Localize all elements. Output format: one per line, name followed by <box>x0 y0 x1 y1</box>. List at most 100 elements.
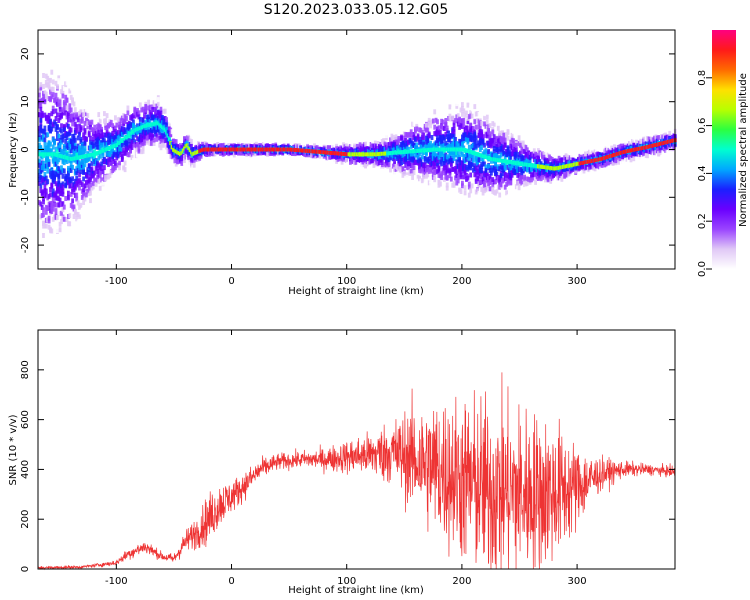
spectrogram-cell <box>107 133 110 139</box>
spectrogram-cell <box>43 43 47 48</box>
spectrogram-cell <box>420 144 424 150</box>
spectrogram-cell <box>73 145 77 151</box>
spectrogram-cell <box>98 118 102 124</box>
spectrogram-ridge-cell <box>492 157 496 162</box>
spectrogram-cell <box>43 142 47 148</box>
spectrogram-cell <box>386 123 390 129</box>
spectrogram-cell <box>42 207 45 213</box>
spectrogram-cell <box>404 162 408 168</box>
spectrogram-cell <box>423 158 427 164</box>
spectrogram-cell <box>539 161 543 167</box>
spectrogram-cell <box>409 163 413 168</box>
spectrogram-cell <box>430 111 434 117</box>
spectrogram-cell <box>310 153 314 159</box>
spectrogram-cell <box>51 156 55 162</box>
spectrogram-cell <box>72 112 76 118</box>
spectrogram-cell <box>61 181 65 187</box>
spectrogram-cell <box>132 119 135 125</box>
spectrogram-cell <box>85 192 88 198</box>
spectrogram-cell <box>167 122 171 128</box>
spectrogram-cell <box>80 115 84 121</box>
spectrogram-cell <box>56 125 59 131</box>
spectrogram-cell <box>398 158 402 164</box>
spectrogram-cell <box>469 172 473 178</box>
spectrogram-cell <box>333 142 337 148</box>
spectrogram-cell <box>39 124 43 130</box>
spectrogram-cell <box>148 119 152 125</box>
spectrogram-cell <box>138 95 142 101</box>
spectrogram-cell <box>134 132 138 138</box>
spectrogram-cell <box>492 121 496 127</box>
spectrogram-cell <box>509 180 513 186</box>
spectrogram-cell <box>339 145 343 151</box>
spectrogram-cell <box>362 144 366 150</box>
spectrogram-cell <box>104 202 108 208</box>
spectrogram-cell <box>358 135 362 141</box>
spectrogram-cell <box>150 140 153 146</box>
spectrogram-cell <box>130 145 134 150</box>
spectrogram-cell <box>412 165 416 171</box>
spectrogram-cell <box>433 141 437 147</box>
spectrogram-cell <box>358 142 362 148</box>
spectrogram-cell <box>448 116 452 122</box>
spectrogram-cell <box>519 142 522 148</box>
spectrogram-cell <box>568 160 572 166</box>
spectrogram-cell <box>137 161 141 167</box>
spectrogram-cell <box>474 178 478 184</box>
spectrogram-ridge-cell <box>351 152 355 157</box>
spectrogram-cell <box>568 176 572 182</box>
spectrogram-cell <box>509 175 513 181</box>
spectrogram-cell <box>456 141 460 147</box>
spectrogram-cell <box>386 160 390 166</box>
spectrogram-cell <box>116 153 120 159</box>
spectrogram-cell <box>501 198 504 204</box>
spectrogram-cell <box>43 171 47 177</box>
spectrogram-cell <box>328 145 332 151</box>
spectrogram-cell <box>304 152 308 158</box>
spectrogram-ridge-cell <box>404 149 408 154</box>
spectrogram-cell <box>371 139 374 145</box>
spectrogram-cell <box>461 141 464 147</box>
spectrogram-cell <box>250 151 254 157</box>
spectrogram-cell <box>484 164 488 170</box>
spectrogram-ridge-cell <box>362 152 366 157</box>
spectrogram-cell <box>433 159 437 165</box>
spectrogram-cell <box>498 155 502 161</box>
spectrogram-cell <box>407 179 410 185</box>
spectrogram-cell <box>49 89 52 95</box>
spectrogram-cell <box>87 163 91 169</box>
spectrogram-cell <box>451 141 455 147</box>
spectrogram-cell <box>429 123 432 129</box>
spectrogram-cell <box>412 132 416 137</box>
spectrogram-cell <box>141 117 145 123</box>
spectrogram-cell <box>431 189 435 195</box>
spectrogram-cell <box>238 150 242 156</box>
spectrogram-cell <box>69 85 73 91</box>
spectrogram-cell <box>353 143 356 149</box>
spectrogram-cell <box>477 157 481 163</box>
spectrogram-cell <box>68 213 72 219</box>
spectrogram-cell <box>452 181 456 187</box>
spectrogram-cell <box>472 126 475 132</box>
spectrogram-cell <box>150 151 153 157</box>
spectrogram-cell <box>57 118 61 123</box>
spectrogram-cell <box>455 205 459 211</box>
spectrogram-cell <box>494 165 497 171</box>
spectrogram-cell <box>119 118 123 124</box>
spectrogram-cell <box>474 111 478 117</box>
spectrogram-ridge-cell <box>209 147 213 152</box>
spectrogram-cell <box>85 86 88 92</box>
spectrogram-cell <box>545 160 549 166</box>
spectrogram-ridge-cell <box>185 143 189 148</box>
spectrogram-cell <box>463 168 467 174</box>
spectrogram-cell <box>488 104 492 110</box>
spectrogram-cell <box>167 143 171 149</box>
spectrogram-cell <box>46 217 50 223</box>
spectrogram-ridge-cell <box>191 152 195 157</box>
spectrogram-cell <box>340 159 344 165</box>
spectrogram-cell <box>385 133 388 138</box>
spectrogram-cell <box>434 153 438 159</box>
spectrogram-cell <box>101 180 105 186</box>
spectrogram-cell <box>462 95 466 101</box>
spectrogram-cell <box>480 168 484 174</box>
